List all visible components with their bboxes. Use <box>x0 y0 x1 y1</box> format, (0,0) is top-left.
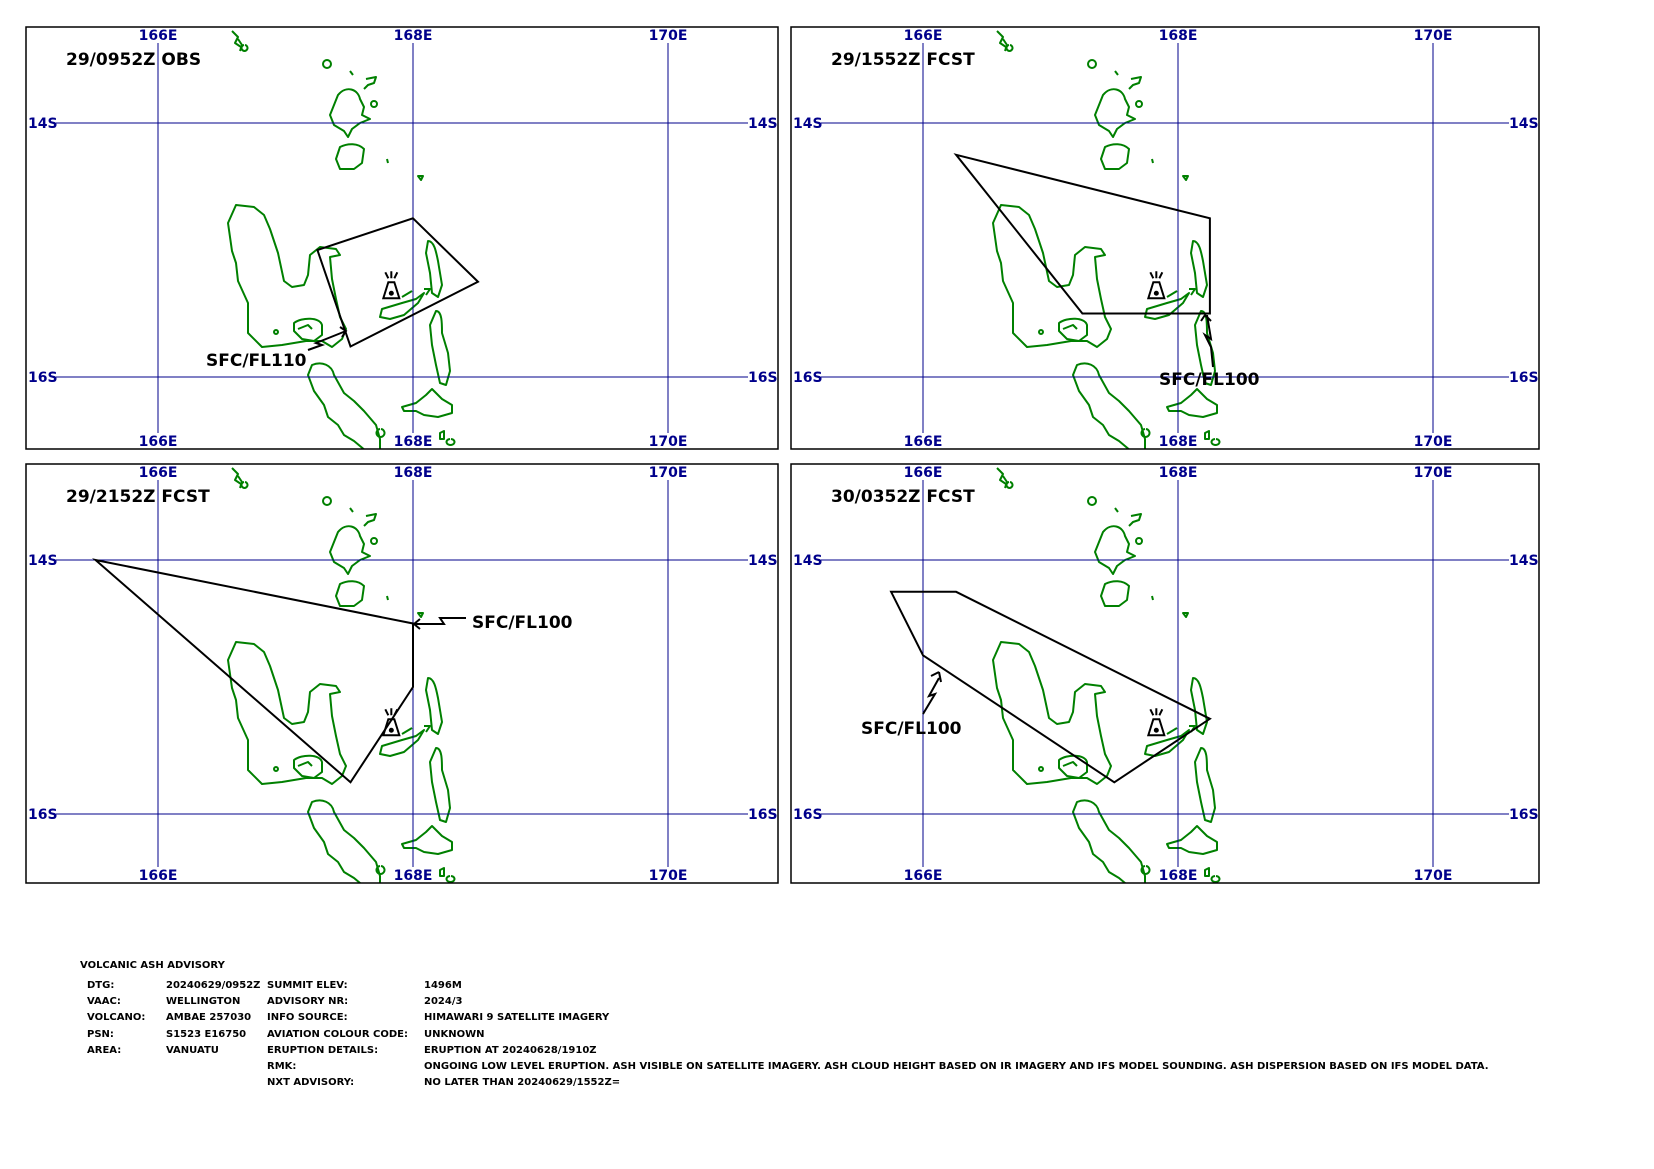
volcano-icon <box>1147 270 1166 300</box>
lon-tick-top: 168E <box>394 465 433 481</box>
volcano-icon <box>382 270 401 300</box>
map-panel: 166E 166E 168E 168E 170E 170E 14S 14S 16S 16S SFC/… <box>790 463 1540 884</box>
lat-tick-right: 16S <box>748 370 778 386</box>
lon-tick-bottom: 170E <box>1414 868 1453 884</box>
advisory-heading: VOLCANIC ASH ADVISORY <box>80 960 225 971</box>
level-callout-arrow <box>307 326 348 351</box>
advisory-value: ERUPTION AT 20240628/1910Z <box>424 1044 597 1056</box>
lon-tick-bottom: 170E <box>1414 434 1453 450</box>
lat-tick-left: 16S <box>28 370 58 386</box>
lon-tick-top: 166E <box>904 465 943 481</box>
advisory-value: WELLINGTON <box>166 996 241 1008</box>
advisory-label: ADVISORY NR: <box>267 996 349 1008</box>
advisory-value: 20240629/0952Z <box>166 980 261 991</box>
lon-tick-top: 170E <box>649 28 688 44</box>
lon-tick-bottom: 168E <box>1159 434 1198 450</box>
coastline <box>227 467 456 883</box>
flight-level-label: SFC/FL110 <box>206 351 307 371</box>
lon-tick-top: 166E <box>139 28 178 44</box>
lon-tick-top: 166E <box>904 28 943 44</box>
lon-tick-top: 168E <box>1159 28 1198 44</box>
advisory-label: AREA: <box>87 1044 122 1056</box>
advisory-value: S1523 E16750 <box>166 1028 247 1040</box>
lat-tick-right: 16S <box>748 807 778 823</box>
map-panel: 166E 166E 168E 168E 170E 170E 14S 14S 16S 16S SFC/… <box>25 26 779 450</box>
advisory-value: HIMAWARI 9 SATELLITE IMAGERY <box>424 1012 610 1024</box>
advisory-label: AVIATION COLOUR CODE: <box>267 1028 409 1040</box>
map-panel: 166E 166E 168E 168E 170E 170E 14S 14S 16S 16S SFC/… <box>25 463 779 884</box>
advisory-label: INFO SOURCE: <box>267 1012 348 1024</box>
lat-tick-left: 14S <box>28 553 58 569</box>
lon-tick-bottom: 168E <box>394 434 433 450</box>
advisory-value: AMBAE 257030 <box>166 1012 252 1024</box>
advisory-label: ERUPTION DETAILS: <box>267 1044 379 1056</box>
flight-level-label: SFC/FL100 <box>472 613 573 633</box>
lon-tick-bottom: 166E <box>904 434 943 450</box>
lon-tick-top: 170E <box>1414 28 1453 44</box>
advisory-label: VAAC: <box>87 996 121 1008</box>
map-panel: 166E 166E 168E 168E 170E 170E 14S 14S 16S 16S SFC/… <box>790 26 1540 450</box>
lon-tick-bottom: 168E <box>1159 868 1198 884</box>
advisory-label: PSN: <box>87 1028 114 1040</box>
lon-tick-top: 170E <box>649 465 688 481</box>
level-callout-arrow <box>413 617 466 630</box>
lon-tick-bottom: 168E <box>394 868 433 884</box>
panel-title: 29/1552Z FCST <box>831 50 975 70</box>
ash-cloud-polygon <box>92 558 414 784</box>
lat-tick-right: 16S <box>1509 807 1539 823</box>
advisory-value: 2024/3 <box>424 996 463 1008</box>
lon-tick-bottom: 166E <box>904 868 943 884</box>
lat-tick-left: 14S <box>793 116 823 132</box>
panel-frame <box>25 26 779 450</box>
lon-tick-top: 170E <box>1414 465 1453 481</box>
level-callout-arrow <box>1200 314 1214 368</box>
advisory-label: SUMMIT ELEV: <box>267 980 348 991</box>
advisory-value: NO LATER THAN 20240629/1552Z= <box>424 1077 621 1089</box>
ash-cloud-polygon <box>316 217 480 348</box>
advisory-label: NXT ADVISORY: <box>267 1077 355 1089</box>
coastline <box>227 30 456 449</box>
lat-tick-left: 16S <box>793 370 823 386</box>
ash-cloud-polygon <box>889 590 1212 784</box>
panel-frame <box>790 463 1540 884</box>
lat-tick-left: 16S <box>793 807 823 823</box>
panel-title: 30/0352Z FCST <box>831 487 975 507</box>
advisory-value: VANUATU <box>166 1044 219 1056</box>
advisory-label: DTG: <box>87 980 115 991</box>
lat-tick-right: 14S <box>748 116 778 132</box>
lon-tick-top: 168E <box>1159 465 1198 481</box>
advisory-label: VOLCANO: <box>87 1012 146 1024</box>
lon-tick-bottom: 166E <box>139 868 178 884</box>
lat-tick-right: 14S <box>1509 116 1539 132</box>
lon-tick-top: 168E <box>394 28 433 44</box>
ash-cloud-polygon <box>953 153 1211 315</box>
lat-tick-right: 16S <box>1509 370 1539 386</box>
level-callout-arrow <box>922 671 942 715</box>
lat-tick-left: 16S <box>28 807 58 823</box>
panel-frame <box>25 463 779 884</box>
advisory-value: UNKNOWN <box>424 1028 485 1040</box>
advisory-value: 1496M <box>424 980 462 991</box>
lat-tick-right: 14S <box>748 553 778 569</box>
volcano-icon <box>1147 707 1166 737</box>
lon-tick-bottom: 170E <box>649 434 688 450</box>
lon-tick-bottom: 166E <box>139 434 178 450</box>
lat-tick-left: 14S <box>28 116 58 132</box>
lon-tick-top: 166E <box>139 465 178 481</box>
flight-level-label: SFC/FL100 <box>861 719 962 739</box>
advisory-label: RMK: <box>267 1061 297 1072</box>
panel-title: 29/2152Z FCST <box>66 487 210 507</box>
coastline <box>992 467 1221 883</box>
advisory-value: ONGOING LOW LEVEL ERUPTION. ASH VISIBLE … <box>424 1061 1489 1072</box>
lon-tick-bottom: 170E <box>649 868 688 884</box>
lat-tick-right: 14S <box>1509 553 1539 569</box>
panel-title: 29/0952Z OBS <box>66 50 201 70</box>
panel-frame <box>790 26 1540 450</box>
flight-level-label: SFC/FL100 <box>1159 370 1260 390</box>
lat-tick-left: 14S <box>793 553 823 569</box>
